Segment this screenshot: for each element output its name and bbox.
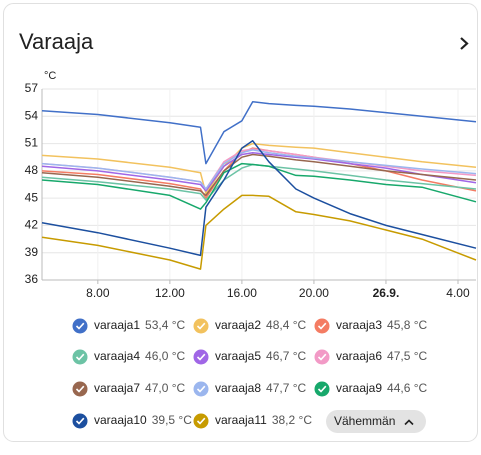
legend-item[interactable]: varaaja3 45,8 °C <box>314 318 428 334</box>
legend-checkmark <box>196 322 206 330</box>
legend-checkmark <box>75 353 85 361</box>
legend-item[interactable]: varaaja9 44,6 °C <box>314 381 428 397</box>
legend-value: 53,4 °C <box>145 318 185 332</box>
legend-name: varaaja11 <box>215 413 267 427</box>
legend-value: 46,0 °C <box>145 349 185 363</box>
series-line <box>41 142 477 195</box>
y-tick-label: 57 <box>25 81 39 95</box>
x-tick-label: 12.00 <box>155 286 185 300</box>
more-chevron[interactable] <box>460 37 469 50</box>
legend-name: varaaja2 <box>215 318 261 332</box>
legend-check <box>72 381 88 397</box>
x-tick-label: 4.00 <box>446 286 470 300</box>
legend-check <box>314 349 330 365</box>
legend-value: 47,0 °C <box>145 381 185 395</box>
legend-item[interactable]: varaaja2 48,4 °C <box>193 318 307 334</box>
legend-item[interactable]: varaaja7 47,0 °C <box>72 381 186 397</box>
y-tick-label: 54 <box>25 108 39 122</box>
legend-item[interactable]: varaaja8 47,7 °C <box>193 381 307 397</box>
x-tick-label: 8.00 <box>86 286 110 300</box>
legend-name: varaaja10 <box>94 413 147 427</box>
legend-name: varaaja4 <box>94 349 140 363</box>
legend-check <box>72 349 88 365</box>
legend-check <box>193 413 209 429</box>
card-title: Varaaja <box>19 29 94 54</box>
legend-check <box>314 381 330 397</box>
toggle-button[interactable] <box>326 410 426 433</box>
legend-item[interactable]: varaaja10 39,5 °C <box>72 413 193 429</box>
legend-name: varaaja1 <box>94 318 140 332</box>
series-line <box>41 100 477 165</box>
y-tick-label: 45 <box>25 190 39 204</box>
series-line <box>41 153 477 197</box>
legend-item[interactable]: varaaja6 47,5 °C <box>314 349 428 365</box>
legend-name: varaaja3 <box>336 318 382 332</box>
legend-value: 39,5 °C <box>152 413 192 427</box>
x-tick-label: 26.9. <box>373 286 400 300</box>
legend-checkmark <box>317 322 327 330</box>
legend-value: 48,4 °C <box>266 318 306 332</box>
legend-check <box>193 381 209 397</box>
legend-item[interactable]: varaaja4 46,0 °C <box>72 349 186 365</box>
plot: 36 39 42 45 48 51 54 57 8.00 12.00 16.00 20.00 26.9.… <box>25 81 477 300</box>
legend-value: 38,2 °C <box>272 413 312 427</box>
y-tick-label: 42 <box>25 218 39 232</box>
toggle-chevron[interactable] <box>404 419 414 426</box>
legend-check <box>314 318 330 334</box>
legend-checkmark <box>317 353 327 361</box>
legend-check <box>72 413 88 429</box>
x-tick-label: 20.00 <box>299 286 329 300</box>
legend-checkmark <box>75 322 85 330</box>
legend-checkmark <box>75 417 85 425</box>
legend-checkmark <box>75 385 85 393</box>
y-tick-label: 36 <box>25 272 39 286</box>
legend-value: 44,6 °C <box>387 381 427 395</box>
legend-value: 47,5 °C <box>387 349 427 363</box>
legend-value: 46,7 °C <box>266 349 306 363</box>
series-line <box>41 140 477 257</box>
series-line <box>41 147 477 199</box>
legend-value: 45,8 °C <box>387 318 427 332</box>
legend-checkmark <box>196 385 206 393</box>
legend-name: varaaja7 <box>94 381 140 395</box>
series-line <box>41 149 477 190</box>
legend-name: varaaja9 <box>336 381 382 395</box>
x-tick-label: 16.00 <box>227 286 257 300</box>
card-frame <box>3 3 478 442</box>
legend-name: varaaja8 <box>215 381 261 395</box>
legend-checkmark <box>196 353 206 361</box>
legend-item[interactable]: varaaja1 53,4 °C <box>72 318 186 334</box>
legend-value: 47,7 °C <box>266 381 306 395</box>
y-tick-label: 51 <box>25 136 39 150</box>
legend-check <box>193 349 209 365</box>
legend-checkmark <box>317 385 327 393</box>
legend-check <box>193 318 209 334</box>
legend-item[interactable]: varaaja11 38,2 °C <box>193 413 313 429</box>
legend-checkmark <box>196 417 206 425</box>
series-line <box>41 162 477 210</box>
y-tick-label: 48 <box>25 163 39 177</box>
legend-check <box>72 318 88 334</box>
legend-item[interactable]: varaaja5 46,7 °C <box>193 349 307 365</box>
toggle-label[interactable]: Vähemmän <box>334 414 395 428</box>
y-tick-label: 39 <box>25 245 39 259</box>
series-line <box>41 151 477 192</box>
y-unit: °C <box>44 70 56 82</box>
legend-name: varaaja5 <box>215 349 261 363</box>
legend: varaaja1 53,4 °C varaaja2 48,4 °C varaaja3 45… <box>72 318 428 429</box>
legend-name: varaaja6 <box>336 349 382 363</box>
series-line <box>41 194 477 270</box>
